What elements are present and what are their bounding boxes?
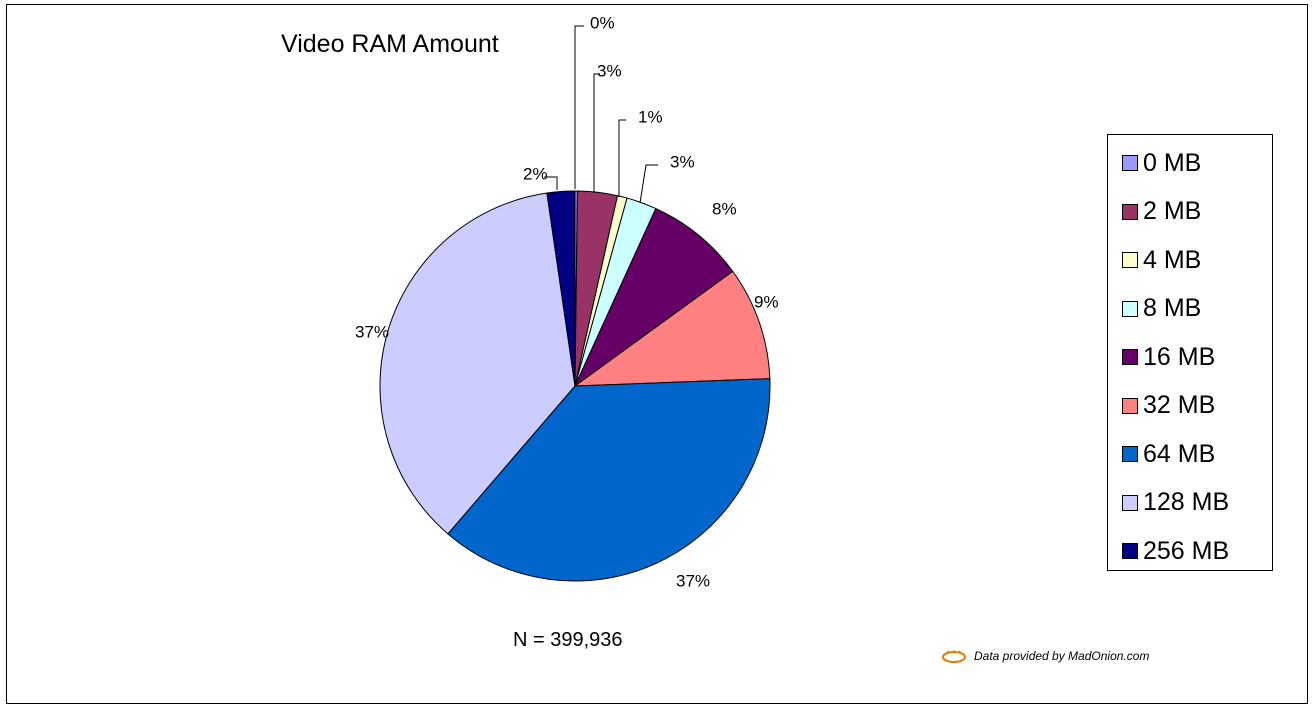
legend-label: 0 MB [1143, 148, 1202, 177]
legend-label: 256 MB [1143, 536, 1230, 565]
leader-line [544, 176, 558, 190]
pie-slice-32-mb [573, 270, 771, 387]
legend-swatch [1122, 203, 1138, 220]
legend-item: 32 MB [1122, 391, 1215, 421]
pie-slice-16-mb [573, 207, 734, 388]
pie-chart: 0% 3% 1% 3% 8% 9% 37% 37% 2% [355, 13, 779, 590]
legend-item: 64 MB [1122, 439, 1215, 469]
data-label: 8% [712, 199, 737, 218]
legend-swatch [1122, 252, 1138, 268]
legend-label: 64 MB [1143, 439, 1216, 468]
data-label: 3% [670, 152, 695, 171]
legend-item: 256 MB [1122, 536, 1229, 566]
pie-slice-64-mb [447, 378, 771, 582]
data-label: 37% [355, 322, 389, 341]
legend-label: 2 MB [1143, 197, 1202, 225]
legend-item: 2 MB [1122, 197, 1201, 227]
data-label: 3% [597, 61, 622, 80]
legend-item: 16 MB [1122, 342, 1215, 372]
leader-line [593, 73, 600, 193]
madonion-logo-icon [942, 649, 966, 663]
data-label: 1% [638, 107, 663, 126]
legend-swatch [1122, 494, 1138, 511]
legend-label: 16 MB [1143, 342, 1216, 371]
legend-label: 32 MB [1143, 391, 1216, 419]
pie-slice-128-mb [379, 192, 576, 535]
legend-item: 8 MB [1122, 294, 1201, 324]
leader-line [639, 164, 658, 204]
sample-size-note: N = 399,936 [513, 629, 623, 651]
legend-label: 8 MB [1143, 294, 1202, 322]
leader-line [618, 119, 626, 197]
legend: 0 MB 2 MB 4 MB 8 MB 16 MB 32 MB 64 MB 128 MB 256… [1107, 134, 1273, 571]
leader-line [574, 25, 584, 189]
data-label: 37% [676, 571, 710, 590]
legend-item: 128 MB [1122, 488, 1229, 518]
legend-label: 128 MB [1143, 488, 1230, 516]
credit-text: Data provided by MadOnion.com [974, 649, 1150, 663]
legend-swatch [1122, 349, 1138, 365]
legend-label: 4 MB [1143, 245, 1202, 274]
legend-item: 4 MB [1122, 245, 1201, 275]
legend-swatch [1122, 543, 1138, 559]
legend-swatch [1122, 155, 1138, 171]
data-label: 2% [523, 164, 548, 183]
legend-item: 0 MB [1122, 148, 1201, 178]
data-label: 9% [754, 292, 779, 311]
pie-slice-256-mb [546, 190, 576, 387]
chart-title: Video RAM Amount [281, 30, 499, 58]
credit: Data provided by MadOnion.com [940, 648, 1149, 664]
legend-swatch [1122, 446, 1138, 462]
legend-swatch [1122, 300, 1138, 317]
data-label: 0% [590, 13, 615, 32]
legend-swatch [1122, 397, 1138, 414]
